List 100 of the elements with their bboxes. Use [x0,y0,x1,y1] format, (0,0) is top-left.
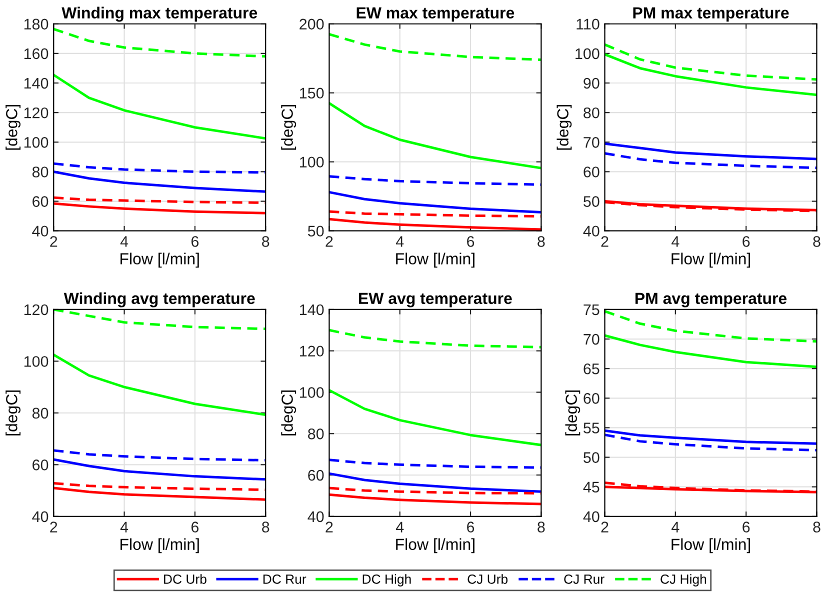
x-tick-label: 2 [50,236,58,247]
line-series [329,32,542,61]
y-tick-label: 60 [584,166,600,178]
line-series [329,102,542,170]
line-series [604,142,817,160]
y-tick-label: 200 [300,18,324,30]
y-axis-title: [degC] [281,104,296,150]
x-tick-label: 4 [396,522,404,532]
line-series [604,53,817,96]
y-tick-label: 60 [32,460,48,470]
y-tick-label: 100 [576,48,600,60]
x-tick-label: 4 [120,522,128,532]
y-tick-label: 55 [584,422,600,434]
x-axis-title: Flow [l/min] [396,538,474,554]
x-axis-title: Flow [l/min] [120,252,199,268]
line-series [329,388,542,446]
line-series [329,472,542,493]
y-tick-label: 60 [32,196,48,207]
y-tick-label: 70 [584,137,600,148]
y-tick-label: 100 [300,387,324,398]
x-tick-label: 4 [672,236,680,247]
chart-title: EW max temperature [356,7,514,22]
line-series [329,328,542,348]
x-tick-label: 8 [813,236,820,247]
legend-label: DC Rur [263,574,306,584]
x-tick-label: 4 [396,236,404,247]
y-tick-label: 40 [32,226,48,237]
line-series [54,162,266,174]
legend-label: DC High [362,574,411,586]
line-series [329,190,542,214]
line-series [54,170,266,193]
line-series [329,493,542,506]
y-axis-title: [degC] [281,390,296,436]
y-tick-label: 40 [583,226,600,237]
y-axis-title: [degC] [6,390,20,436]
y-tick-label: 110 [576,18,600,30]
y-tick-label: 50 [308,226,324,237]
y-tick-label: 80 [584,107,600,118]
y-tick-label: 80 [32,166,48,178]
y-tick-label: 65 [584,363,600,374]
y-axis-title: [degC] [565,390,580,436]
line-series [54,202,266,214]
y-tick-label: 45 [583,482,600,493]
y-axis-title: [degC] [556,104,572,150]
y-tick-label: 50 [584,196,600,207]
y-tick-label: 120 [24,107,48,118]
y-tick-label: 80 [32,408,48,419]
y-tick-label: 100 [24,356,48,367]
x-tick-label: 6 [742,236,750,247]
y-axis-title: [degC] [6,104,20,150]
y-tick-label: 150 [300,88,324,99]
x-tick-label: 2 [601,522,608,532]
chart-title: Winding max temperature [62,6,258,22]
x-tick-label: 2 [601,236,608,247]
line-series [54,449,266,462]
x-tick-label: 8 [262,522,270,532]
x-tick-label: 2 [50,522,58,532]
y-tick-label: 140 [300,304,324,316]
legend-label: DC Urb [164,574,206,584]
x-tick-label: 6 [467,236,474,247]
y-tick-label: 40 [583,511,600,522]
x-tick-label: 6 [467,522,474,532]
line-series [604,152,817,170]
chart-title: EW avg temperature [359,292,512,308]
line-series [604,43,817,81]
x-tick-label: 6 [742,522,750,532]
x-tick-label: 4 [672,522,680,532]
y-tick-label: 50 [584,452,600,463]
x-axis-title: Flow [l/min] [120,538,199,554]
y-tick-label: 120 [300,346,324,357]
line-series [329,458,542,469]
line-series [54,482,266,492]
x-axis-title: Flow [l/min] [672,252,750,268]
y-tick-label: 60 [308,470,324,481]
y-tick-label: 100 [24,137,48,148]
x-tick-label: 8 [538,236,545,247]
y-tick-label: 60 [584,393,600,404]
line-series [54,486,266,501]
x-tick-label: 8 [262,236,270,247]
chart-title: Winding avg temperature [64,292,255,308]
y-tick-label: 90 [584,78,600,89]
legend-label: CJ Urb [468,574,508,584]
y-tick-label: 140 [24,78,48,89]
x-tick-label: 4 [120,236,128,247]
y-tick-label: 180 [24,18,48,30]
x-tick-label: 2 [326,236,333,247]
line-series [54,74,266,140]
y-tick-label: 120 [24,304,48,316]
line-series [604,334,817,368]
y-tick-label: 75 [584,304,600,316]
x-tick-label: 6 [191,522,199,532]
x-tick-label: 8 [813,522,820,532]
line-series [54,353,266,416]
chart-title: PM max temperature [633,7,789,22]
legend-label: CJ High [660,574,706,586]
x-axis-title: Flow [l/min] [396,252,474,268]
x-tick-label: 2 [326,522,333,532]
x-axis-title: Flow [l/min] [672,538,750,554]
y-tick-label: 40 [32,511,48,522]
y-tick-label: 40 [308,511,324,522]
